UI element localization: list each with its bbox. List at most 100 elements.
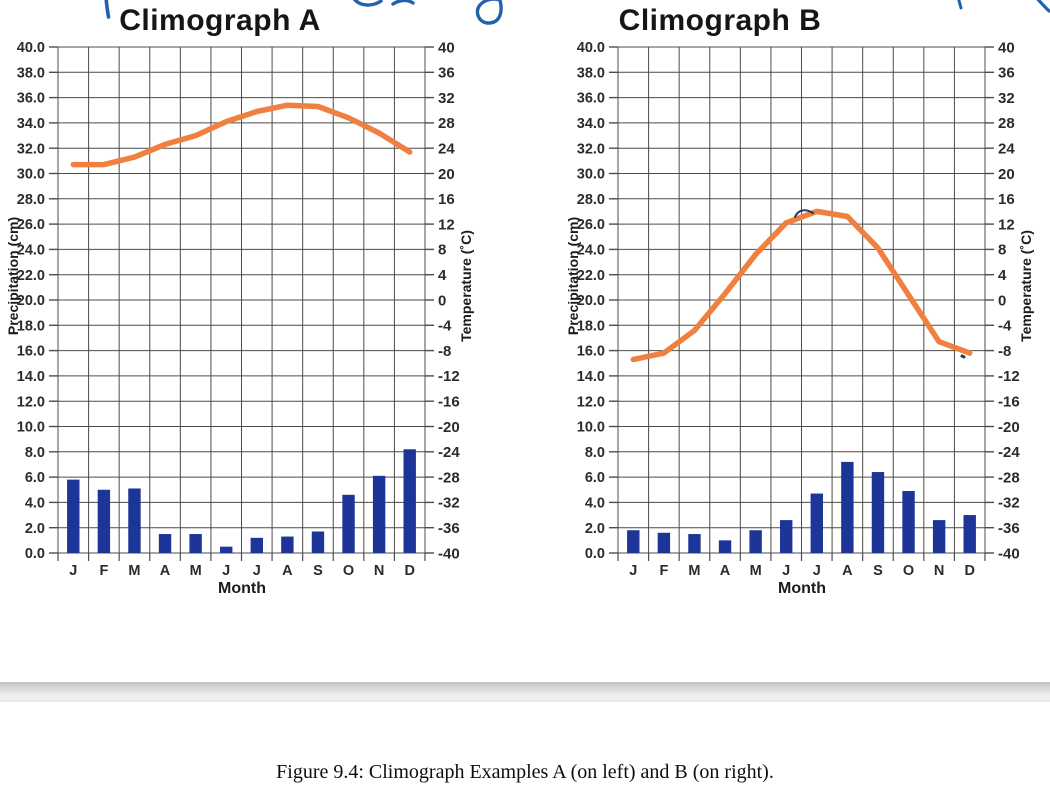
precip-tick-label: 28.0 (577, 192, 605, 208)
month-tick-label: J (222, 563, 230, 579)
precip-tick-label: 12.0 (17, 394, 45, 410)
temp-tick-label: -20 (998, 419, 1020, 436)
precip-tick-label: 34.0 (577, 116, 605, 132)
precip-tick-label: 0.0 (25, 546, 45, 562)
precip-tick-label: 38.0 (577, 65, 605, 81)
precip-bar (403, 449, 416, 553)
month-tick-label: D (964, 563, 974, 579)
chart-a-title: Climograph A (119, 4, 321, 37)
temp-tick-label: -28 (998, 469, 1020, 486)
temp-tick-label: 12 (998, 216, 1015, 233)
temp-tick-label: -16 (998, 393, 1020, 410)
temp-tick-label: 0 (438, 292, 446, 309)
month-tick-label: M (190, 563, 202, 579)
temp-tick-label: 8 (998, 242, 1006, 259)
month-tick-label: J (782, 563, 790, 579)
month-tick-label: N (374, 563, 384, 579)
precip-bar (342, 494, 355, 553)
month-tick-label: M (128, 563, 140, 579)
precip-tick-label: 16.0 (577, 344, 605, 360)
precip-bar (841, 461, 854, 553)
temp-tick-label: -24 (438, 444, 460, 461)
temp-tick-label: -24 (998, 444, 1020, 461)
precip-tick-label: 10.0 (17, 420, 45, 436)
precip-tick-label: 32.0 (577, 141, 605, 157)
temp-tick-label: 20 (998, 166, 1015, 183)
month-tick-label: O (903, 563, 914, 579)
precip-bar (780, 520, 793, 553)
precip-tick-label: 26.0 (17, 217, 45, 233)
precip-bar (97, 489, 111, 553)
precip-tick-label: 22.0 (577, 268, 605, 284)
temp-tick-label: 32 (438, 90, 455, 107)
precip-bar (220, 546, 233, 553)
precip-tick-label: 8.0 (585, 445, 605, 461)
month-tick-label: J (69, 563, 77, 579)
precip-tick-label: 14.0 (17, 369, 45, 385)
precip-bar (67, 479, 80, 553)
temp-tick-label: -36 (438, 520, 460, 537)
temp-tick-label: -8 (998, 343, 1011, 360)
month-tick-label: A (720, 563, 731, 579)
precip-bar (688, 534, 701, 553)
chart-b-title: Climograph B (618, 4, 822, 37)
precip-bar (963, 515, 976, 553)
precip-tick-label: 22.0 (17, 268, 45, 284)
precip-bar (810, 493, 823, 553)
temp-tick-label: -12 (998, 368, 1020, 385)
precip-tick-label: 40.0 (577, 40, 605, 56)
precip-tick-label: 18.0 (17, 318, 45, 334)
precip-bar (281, 536, 294, 553)
precip-tick-label: 30.0 (577, 167, 605, 183)
precip-tick-label: 36.0 (17, 91, 45, 107)
month-tick-label: M (750, 563, 762, 579)
temp-tick-label: -12 (438, 368, 460, 385)
chart-a-month-axis-label: Month (218, 580, 266, 597)
month-tick-label: A (842, 563, 853, 579)
temp-tick-label: -36 (998, 520, 1020, 537)
month-tick-label: J (629, 563, 637, 579)
precip-tick-label: 40.0 (17, 40, 45, 56)
temp-tick-label: 32 (998, 90, 1015, 107)
precip-bar (932, 520, 946, 553)
precip-tick-label: 28.0 (17, 192, 45, 208)
precip-tick-label: 20.0 (577, 293, 605, 309)
precip-tick-label: 6.0 (25, 470, 45, 486)
month-tick-label: S (873, 563, 883, 579)
temp-tick-label: 12 (438, 216, 455, 233)
chart-a-plot: 0.0 2.0 4.0 6.0 8.0 10.0 12.0 14.0 16.0 18.0 20.0 2… (17, 39, 461, 579)
precip-bar (749, 530, 762, 553)
precip-bar (718, 540, 732, 553)
temp-tick-label: 24 (998, 140, 1015, 157)
precip-tick-label: 2.0 (585, 521, 605, 537)
temp-tick-label: -28 (438, 469, 460, 486)
temp-tick-label: 40 (998, 39, 1015, 56)
month-tick-label: F (659, 563, 668, 579)
precip-tick-label: 4.0 (585, 495, 605, 511)
temp-tick-label: -32 (438, 495, 460, 512)
temp-tick-label: 20 (438, 166, 455, 183)
temp-tick-label: -4 (438, 318, 452, 335)
temp-tick-label: -40 (998, 545, 1020, 562)
precip-tick-label: 24.0 (577, 242, 605, 258)
precip-tick-label: 14.0 (577, 369, 605, 385)
temp-tick-label: 4 (438, 267, 447, 284)
month-tick-label: A (160, 563, 171, 579)
precip-tick-label: 6.0 (585, 470, 605, 486)
month-tick-label: M (688, 563, 700, 579)
precip-tick-label: 26.0 (577, 217, 605, 233)
temp-tick-label: 16 (438, 191, 455, 208)
precip-bar (250, 537, 263, 553)
precip-tick-label: 10.0 (577, 420, 605, 436)
temp-tick-label: 28 (998, 115, 1015, 132)
temp-tick-label: -16 (438, 393, 460, 410)
precip-tick-label: 0.0 (585, 546, 605, 562)
precip-bar (311, 531, 325, 553)
temp-tick-label: 36 (438, 65, 455, 82)
chart-b-month-axis-label: Month (778, 580, 826, 597)
precip-tick-label: 24.0 (17, 242, 45, 258)
precip-tick-label: 4.0 (25, 495, 45, 511)
temp-tick-label: 0 (998, 292, 1006, 309)
precip-bar (372, 475, 386, 553)
